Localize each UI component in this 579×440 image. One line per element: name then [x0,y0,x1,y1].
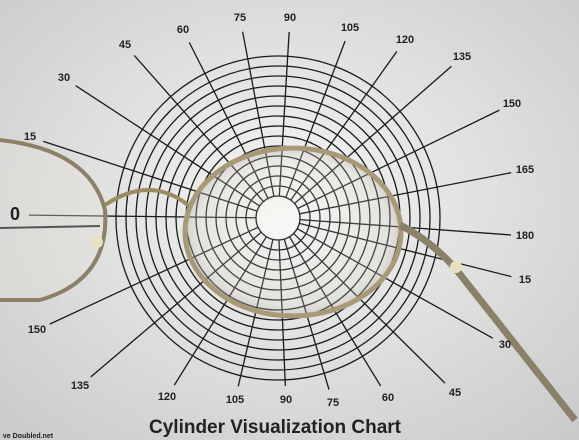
angle-label: 150 [28,324,46,336]
angle-label: 150 [503,98,521,110]
angle-label: 60 [382,392,394,404]
angle-label: 45 [449,387,461,399]
hinge [91,236,103,248]
angle-label: 105 [341,22,359,34]
angle-label: 15 [24,131,36,143]
bridge [103,188,190,207]
hinge [450,261,462,273]
ring [135,75,421,361]
angle-label: 90 [280,394,292,406]
angle-label: 90 [284,12,296,24]
angle-label: 135 [453,51,471,63]
angle-label: 30 [58,72,70,84]
angle-label: 135 [71,380,89,392]
angle-label: 60 [177,24,189,36]
chart-title: Cylinder Visualization Chart [149,417,402,438]
angle-label: 75 [234,12,246,24]
watermark: ve Doubled.net [3,433,54,440]
angle-label: 180 [516,230,534,242]
angle-label: 165 [516,164,534,176]
angle-label: 30 [499,339,511,351]
ring [145,85,411,351]
angle-label: 75 [327,397,339,409]
angle-label: 105 [226,394,244,406]
frame-edge [0,225,101,229]
lens-left [0,138,108,302]
glasses [0,138,578,423]
angle-label: 45 [119,39,131,51]
ring [125,65,431,371]
angle-label: 15 [519,274,531,286]
ring [115,55,441,381]
angle-label: 120 [396,34,414,46]
angle-label: 120 [158,391,176,403]
angle-label: 0 [10,204,20,224]
lens-right [182,145,404,319]
